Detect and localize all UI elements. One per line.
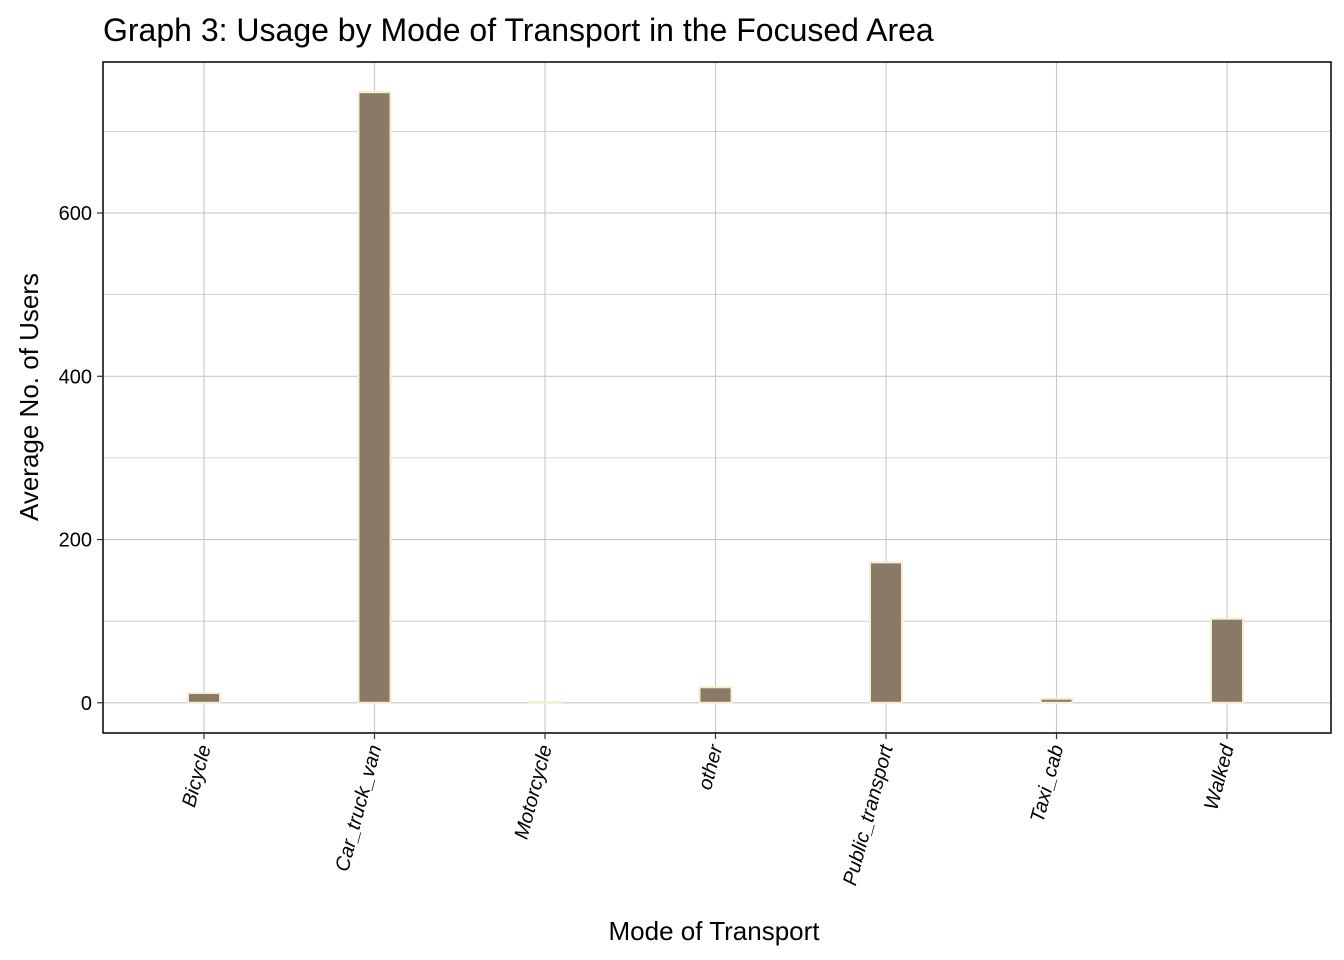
- y-tick-label: 200: [59, 530, 92, 552]
- bar-car-truck-van: [357, 91, 392, 704]
- x-tick-label: Taxi_cab: [1027, 743, 1069, 825]
- plot-panel: [102, 61, 1332, 734]
- panel-border: [102, 61, 1332, 734]
- x-tick-label: Walked: [1200, 742, 1239, 813]
- x-axis-title: Mode of Transport: [609, 916, 821, 946]
- bar-public-transport: [869, 561, 903, 704]
- x-tick-label: Bicycle: [178, 743, 216, 810]
- bar-other: [698, 686, 733, 704]
- y-axis: 0 200 400 600: [59, 203, 103, 715]
- bar-motorcycle: [528, 700, 562, 704]
- chart-title: Graph 3: Usage by Mode of Transport in t…: [103, 12, 934, 48]
- bar-taxi-cab: [1039, 697, 1074, 704]
- bars: [187, 91, 1244, 704]
- x-axis: Bicycle Car_truck_van Motorcycle other Publi…: [178, 733, 1239, 888]
- x-tick-label: other: [694, 741, 727, 792]
- y-tick-label: 400: [59, 366, 92, 388]
- x-tick-label: Public_transport: [839, 741, 898, 888]
- y-axis-title: Average No. of Users: [14, 273, 44, 521]
- x-tick-label: Motorcycle: [511, 743, 557, 842]
- y-tick-label: 0: [81, 693, 92, 715]
- bar-bicycle: [187, 692, 221, 704]
- panel-background: [103, 62, 1331, 733]
- bar-walked: [1210, 617, 1244, 704]
- x-tick-label: Car_truck_van: [331, 743, 386, 874]
- y-tick-label: 600: [59, 203, 92, 225]
